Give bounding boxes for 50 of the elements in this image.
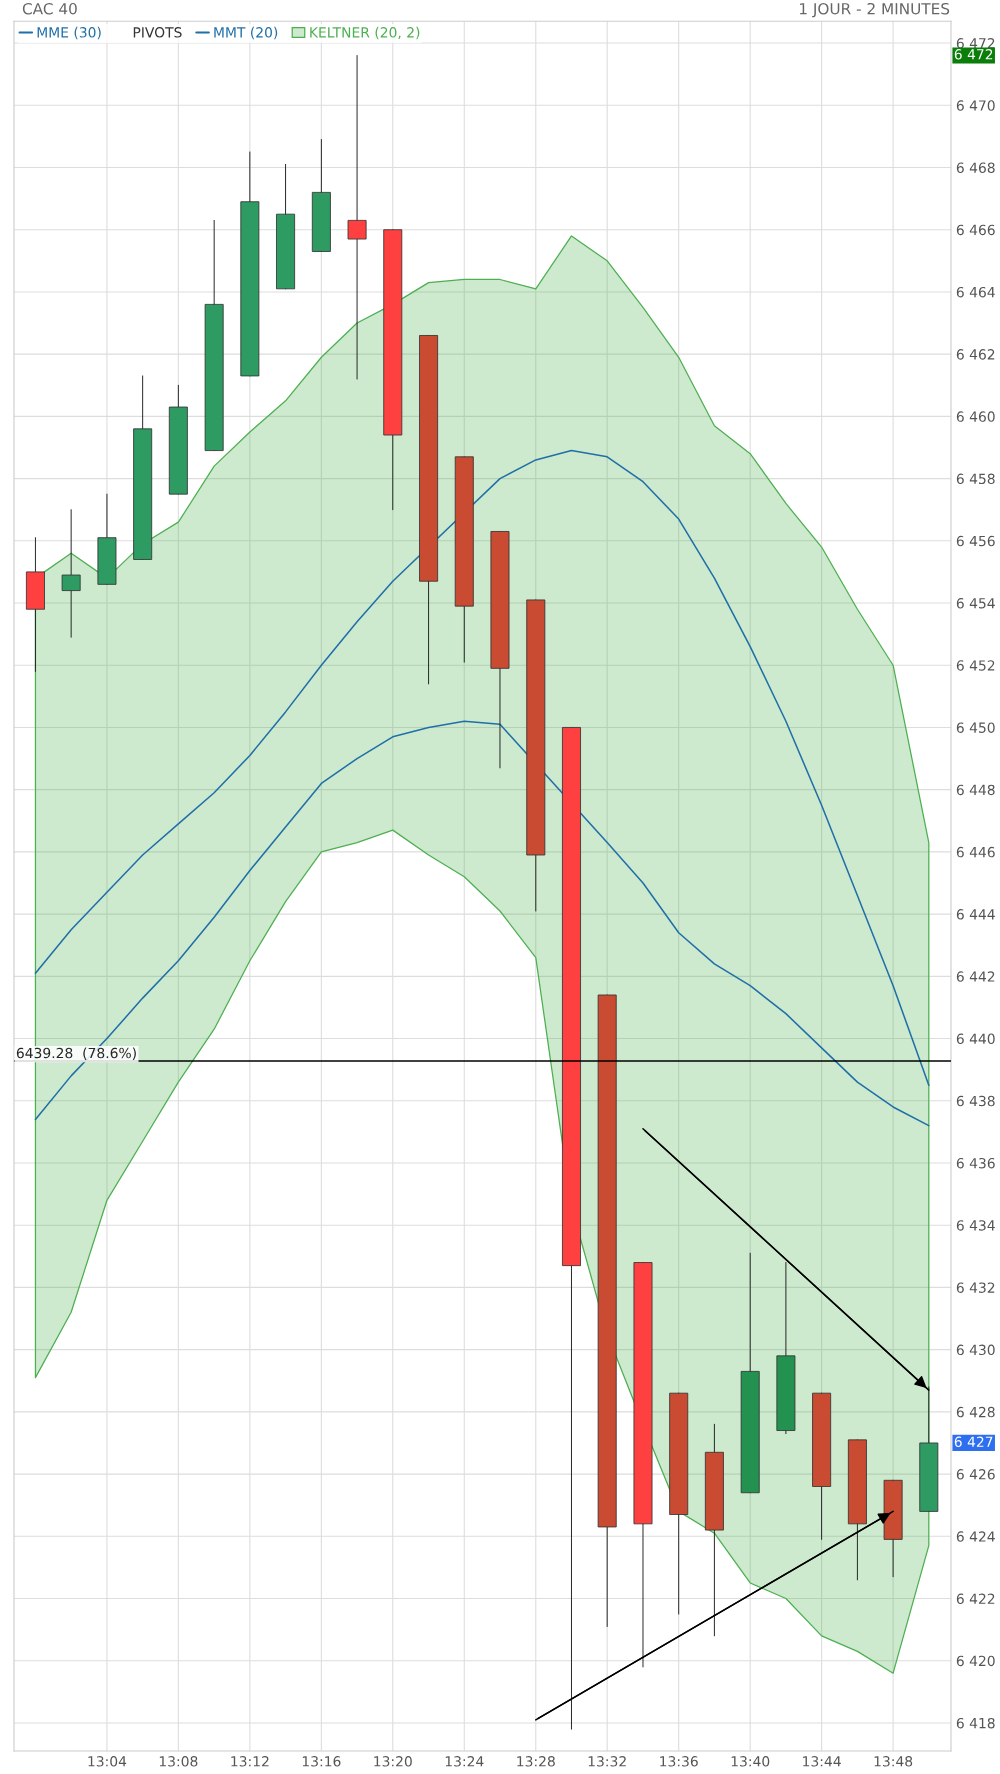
legend-label: KELTNER (20, 2) (310, 26, 420, 40)
x-tick-label: 13:12 (231, 1756, 269, 1767)
y-tick-label: 6 446 (956, 846, 995, 858)
ref-line-label: 6439.28 (78.6%) (16, 1047, 136, 1060)
x-tick-label: 13:44 (803, 1756, 841, 1767)
y-tick-label: 6 454 (956, 597, 995, 609)
annotation: PIVOTS (133, 27, 182, 38)
x-tick-label: 13:28 (517, 1756, 555, 1767)
y-tick-label: 6 424 (956, 1531, 995, 1542)
x-tick-label: 13:36 (660, 1756, 698, 1767)
y-tick-label: 6 470 (956, 100, 995, 111)
y-tick-label: 6 472 (956, 38, 995, 49)
y-tick-label: 6 460 (956, 411, 995, 422)
text: 6 427 (954, 1436, 993, 1447)
legend-label: MMT (20) (214, 26, 278, 40)
y-tick-label: 6 458 (956, 473, 995, 485)
chart-subtitle: 1 JOUR - 2 MINUTES (799, 2, 950, 18)
candlestick (347, 55, 367, 380)
y-tick-label: 6 422 (956, 1593, 995, 1604)
y-tick-label: 6 428 (956, 1406, 995, 1418)
y-tick-label: 6 448 (956, 784, 995, 796)
y-tick-label: 6 450 (956, 722, 995, 733)
y-tick-label: 6 426 (956, 1469, 995, 1480)
y-tick-label: 6 430 (956, 1344, 995, 1356)
x-tick-label: 13:32 (588, 1756, 626, 1767)
x-tick-label: 13:40 (731, 1756, 770, 1767)
y-tick-label: 6 468 (956, 162, 995, 173)
x-tick-label: 13:16 (302, 1756, 341, 1767)
y-tick-label: 6 440 (956, 1033, 995, 1045)
y-tick-label: 6 432 (956, 1282, 995, 1293)
x-tick-label: 13:04 (88, 1756, 127, 1767)
y-tick-label: 6 436 (956, 1157, 995, 1169)
x-tick-label: 13:24 (445, 1756, 484, 1767)
x-tick-label: 13:20 (374, 1756, 412, 1767)
y-tick-label: 6 434 (956, 1220, 995, 1231)
y-tick-label: 6 418 (956, 1717, 995, 1729)
legend-label: MME (30) (37, 26, 101, 40)
y-tick-label: 6 420 (956, 1655, 995, 1667)
x-tick-label: 13:48 (874, 1756, 913, 1767)
y-tick-label: 6 466 (956, 224, 995, 236)
x-tick-label: 13:08 (159, 1756, 198, 1767)
y-tick-label: 6 444 (956, 909, 995, 920)
y-tick-label: 6 442 (956, 971, 995, 982)
chart-title: CAC 40 (22, 2, 77, 15)
y-tick-label: 6 464 (956, 286, 995, 298)
y-tick-label: 6 456 (956, 535, 995, 547)
candlestick (61, 509, 81, 638)
y-tick-label: 6 452 (956, 660, 995, 671)
y-tick-label: 6 438 (956, 1095, 995, 1107)
y-tick-label: 6 462 (956, 349, 995, 360)
